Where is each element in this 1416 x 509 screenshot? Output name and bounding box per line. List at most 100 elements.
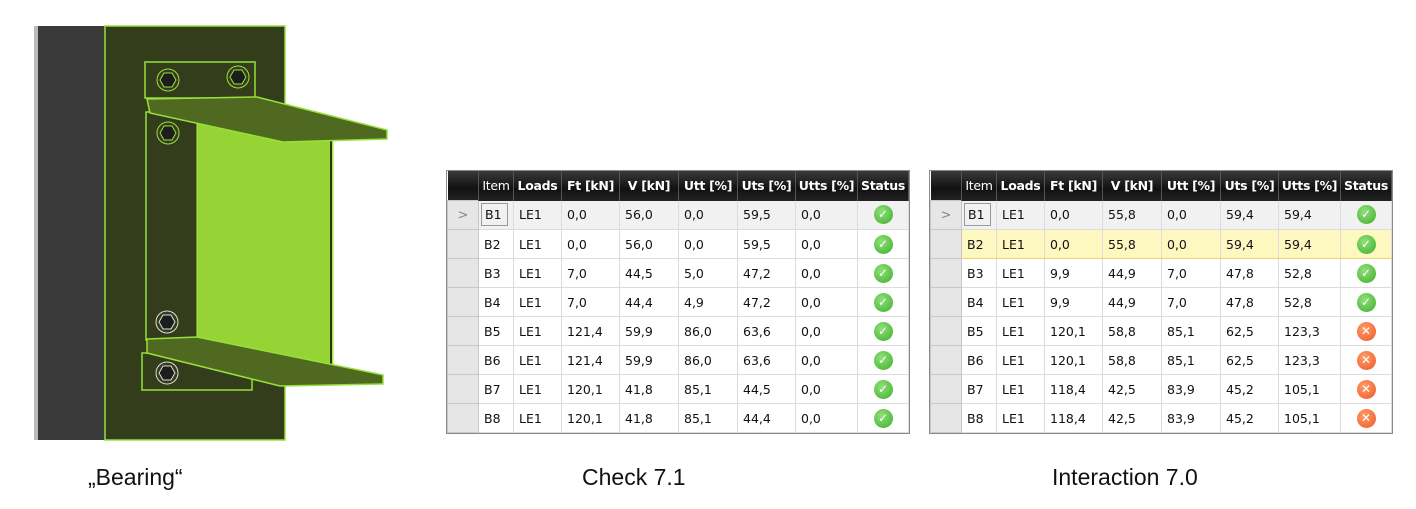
cell-item[interactable]: B8 <box>478 403 514 433</box>
cell-uts[interactable]: 59,4 <box>1220 229 1279 259</box>
cell-v[interactable]: 58,8 <box>1102 345 1162 375</box>
column-header[interactable]: V [kN] <box>619 171 679 201</box>
cell-item[interactable]: B5 <box>478 316 514 346</box>
cell-uts[interactable]: 59,5 <box>737 229 796 259</box>
cell-utts[interactable]: 0,0 <box>795 200 858 230</box>
cell-utts[interactable]: 59,4 <box>1278 200 1341 230</box>
column-header[interactable]: Loads <box>996 171 1045 201</box>
cell-ft[interactable]: 120,1 <box>1044 345 1103 375</box>
cell-utt[interactable]: 7,0 <box>1161 287 1221 317</box>
cell-uts[interactable]: 62,5 <box>1220 316 1279 346</box>
cell-utt[interactable]: 83,9 <box>1161 374 1221 404</box>
cell-utts[interactable]: 0,0 <box>795 287 858 317</box>
cell-uts[interactable]: 47,8 <box>1220 287 1279 317</box>
cell-loads[interactable]: LE1 <box>996 287 1045 317</box>
cell-loads[interactable]: LE1 <box>996 200 1045 230</box>
table-row[interactable]: B7 LE1 120,1 41,8 85,1 44,5 0,0 ✓ <box>447 374 909 404</box>
row-selector[interactable] <box>447 403 479 433</box>
cell-loads[interactable]: LE1 <box>513 403 562 433</box>
cell-utts[interactable]: 123,3 <box>1278 316 1341 346</box>
cell-ft[interactable]: 0,0 <box>561 200 620 230</box>
cell-loads[interactable]: LE1 <box>996 345 1045 375</box>
column-header[interactable]: Loads <box>513 171 562 201</box>
cell-item[interactable]: B7 <box>961 374 997 404</box>
table-row[interactable]: B3 LE1 7,0 44,5 5,0 47,2 0,0 ✓ <box>447 258 909 288</box>
cell-uts[interactable]: 62,5 <box>1220 345 1279 375</box>
column-header[interactable]: Utt [%] <box>1161 171 1221 201</box>
cell-loads[interactable]: LE1 <box>513 200 562 230</box>
column-header[interactable]: Item <box>961 171 997 201</box>
cell-utt[interactable]: 86,0 <box>678 345 738 375</box>
column-header[interactable]: Utts [%] <box>1278 171 1341 201</box>
row-selector[interactable] <box>930 374 962 404</box>
cell-utts[interactable]: 105,1 <box>1278 374 1341 404</box>
column-header[interactable]: Status <box>1340 171 1392 201</box>
row-selector[interactable] <box>447 374 479 404</box>
cell-ft[interactable]: 0,0 <box>1044 229 1103 259</box>
cell-uts[interactable]: 47,2 <box>737 258 796 288</box>
cell-v[interactable]: 55,8 <box>1102 200 1162 230</box>
cell-v[interactable]: 42,5 <box>1102 403 1162 433</box>
column-header[interactable]: Ft [kN] <box>561 171 620 201</box>
cell-v[interactable]: 56,0 <box>619 200 679 230</box>
cell-v[interactable]: 59,9 <box>619 345 679 375</box>
row-selector[interactable] <box>447 316 479 346</box>
cell-ft[interactable]: 120,1 <box>1044 316 1103 346</box>
cell-loads[interactable]: LE1 <box>996 374 1045 404</box>
cell-utt[interactable]: 83,9 <box>1161 403 1221 433</box>
cell-utt[interactable]: 0,0 <box>678 229 738 259</box>
table-row[interactable]: B5 LE1 120,1 58,8 85,1 62,5 123,3 ✕ <box>930 316 1392 346</box>
cell-v[interactable]: 58,8 <box>1102 316 1162 346</box>
cell-utts[interactable]: 52,8 <box>1278 258 1341 288</box>
row-selector[interactable]: > <box>930 200 962 230</box>
cell-utts[interactable]: 0,0 <box>795 403 858 433</box>
cell-uts[interactable]: 45,2 <box>1220 374 1279 404</box>
cell-uts[interactable]: 44,4 <box>737 403 796 433</box>
cell-uts[interactable]: 44,5 <box>737 374 796 404</box>
cell-utt[interactable]: 0,0 <box>678 200 738 230</box>
cell-ft[interactable]: 120,1 <box>561 403 620 433</box>
table-row[interactable]: B6 LE1 121,4 59,9 86,0 63,6 0,0 ✓ <box>447 345 909 375</box>
row-selector[interactable] <box>930 316 962 346</box>
cell-utt[interactable]: 0,0 <box>1161 200 1221 230</box>
cell-item[interactable]: B6 <box>478 345 514 375</box>
cell-ft[interactable]: 121,4 <box>561 316 620 346</box>
cell-item[interactable]: B8 <box>961 403 997 433</box>
cell-utt[interactable]: 0,0 <box>1161 229 1221 259</box>
cell-loads[interactable]: LE1 <box>996 229 1045 259</box>
row-selector[interactable] <box>930 287 962 317</box>
column-header[interactable]: Uts [%] <box>737 171 796 201</box>
cell-utts[interactable]: 123,3 <box>1278 345 1341 375</box>
cell-utts[interactable]: 52,8 <box>1278 287 1341 317</box>
cell-ft[interactable]: 121,4 <box>561 345 620 375</box>
cell-ft[interactable]: 0,0 <box>561 229 620 259</box>
cell-utt[interactable]: 5,0 <box>678 258 738 288</box>
row-selector[interactable] <box>447 345 479 375</box>
cell-item[interactable]: B3 <box>478 258 514 288</box>
cell-item[interactable]: B4 <box>961 287 997 317</box>
row-selector[interactable] <box>447 258 479 288</box>
cell-utt[interactable]: 4,9 <box>678 287 738 317</box>
cell-utts[interactable]: 0,0 <box>795 374 858 404</box>
cell-uts[interactable]: 59,5 <box>737 200 796 230</box>
cell-utts[interactable]: 0,0 <box>795 345 858 375</box>
cell-v[interactable]: 44,9 <box>1102 258 1162 288</box>
cell-loads[interactable]: LE1 <box>996 316 1045 346</box>
cell-loads[interactable]: LE1 <box>513 374 562 404</box>
cell-v[interactable]: 56,0 <box>619 229 679 259</box>
column-header[interactable]: Utts [%] <box>795 171 858 201</box>
cell-ft[interactable]: 9,9 <box>1044 287 1103 317</box>
cell-ft[interactable]: 9,9 <box>1044 258 1103 288</box>
cell-v[interactable]: 42,5 <box>1102 374 1162 404</box>
cell-item[interactable]: B7 <box>478 374 514 404</box>
cell-ft[interactable]: 0,0 <box>1044 200 1103 230</box>
cell-utts[interactable]: 0,0 <box>795 229 858 259</box>
cell-item[interactable]: B4 <box>478 287 514 317</box>
cell-loads[interactable]: LE1 <box>513 287 562 317</box>
row-selector[interactable] <box>447 287 479 317</box>
cell-item[interactable]: B1 <box>961 200 997 230</box>
column-header[interactable]: Uts [%] <box>1220 171 1279 201</box>
row-selector[interactable] <box>930 258 962 288</box>
row-selector[interactable] <box>930 403 962 433</box>
cell-v[interactable]: 44,4 <box>619 287 679 317</box>
